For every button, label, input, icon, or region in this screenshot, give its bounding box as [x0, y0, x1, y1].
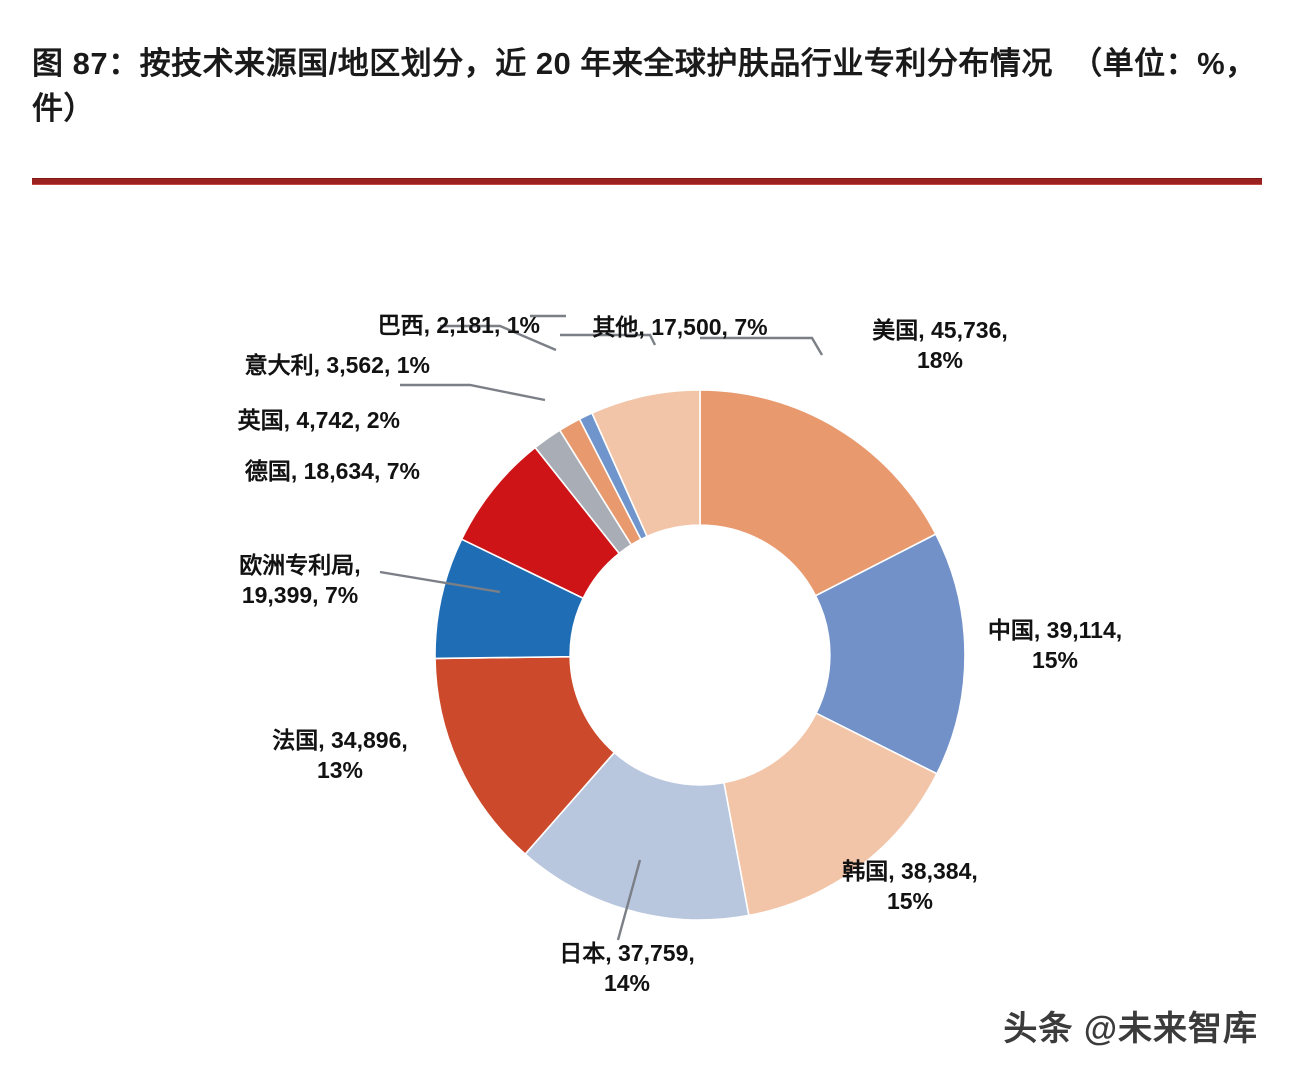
- chart-area: 巴西, 2,181, 1% 意大利, 3,562, 1% 英国, 4,742, …: [0, 200, 1292, 1074]
- header-divider: [32, 178, 1262, 185]
- data-label-baxi: 巴西, 2,181, 1%: [377, 312, 540, 338]
- donut-svg: [434, 389, 966, 921]
- donut-slice-3[interactable]: [524, 751, 750, 921]
- data-label-zhongguo: 中国, 39,114, 15%: [987, 617, 1123, 674]
- data-label-qita: 其他, 17,500, 7%: [592, 314, 768, 340]
- data-label-oubao: 欧洲专利局, 19,399, 7%: [239, 552, 361, 609]
- donut-slice-2[interactable]: [722, 712, 938, 917]
- data-label-meiguo: 美国, 45,736, 18%: [872, 317, 1008, 374]
- donut-slice-1[interactable]: [814, 533, 966, 775]
- data-label-yidali: 意大利, 3,562, 1%: [244, 352, 430, 378]
- data-label-hanguo: 韩国, 38,384, 15%: [842, 858, 978, 915]
- data-label-yingguo: 英国, 4,742, 2%: [237, 407, 400, 433]
- donut-slices: [434, 389, 966, 921]
- data-label-faguo: 法国, 34,896, 13%: [272, 727, 408, 784]
- donut-slice-4[interactable]: [434, 655, 616, 856]
- donut-slice-0[interactable]: [699, 389, 937, 597]
- donut-slice-10[interactable]: [590, 389, 701, 538]
- figure-title: 图 87：按技术来源国/地区划分，近 20 年来全球护肤品行业专利分布情况 （单…: [32, 46, 1257, 126]
- figure-header: 图 87：按技术来源国/地区划分，近 20 年来全球护肤品行业专利分布情况 （单…: [32, 42, 1264, 132]
- data-label-deguo: 德国, 18,634, 7%: [244, 458, 420, 484]
- donut-chart: [434, 389, 966, 921]
- watermark: 头条 @未来智库: [1003, 1010, 1258, 1048]
- data-label-riben: 日本, 37,759, 14%: [559, 940, 695, 997]
